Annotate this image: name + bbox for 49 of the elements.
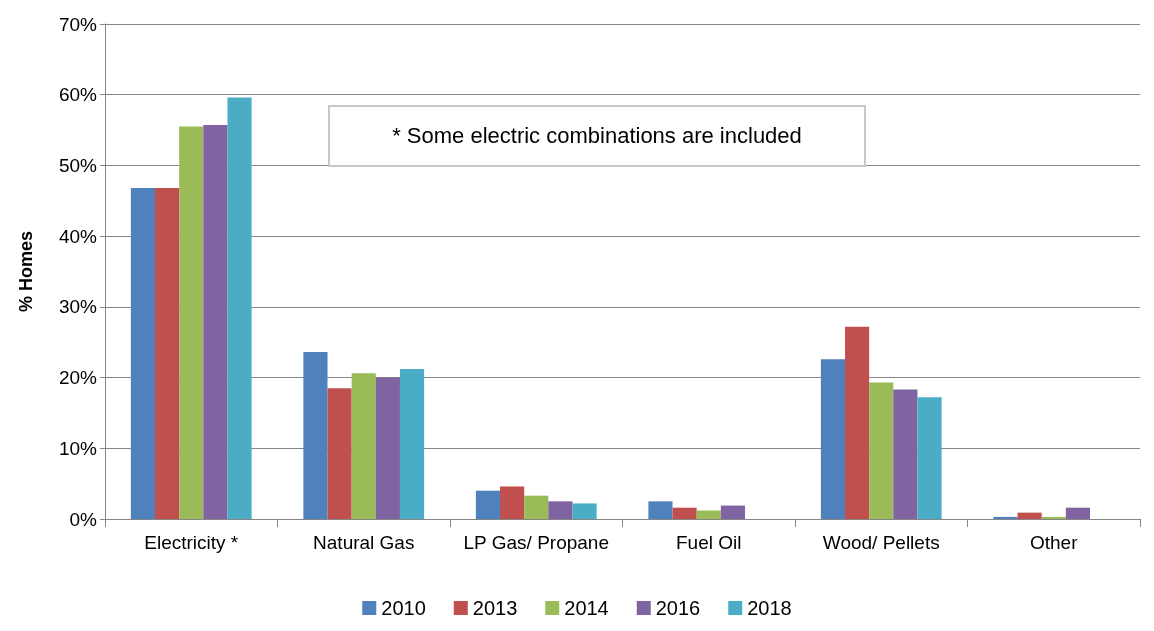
bar: [155, 188, 180, 519]
y-axis-title: % Homes: [16, 230, 36, 313]
legend-label: 2018: [747, 597, 792, 619]
x-tick-label: Fuel Oil: [676, 532, 742, 553]
bar: [327, 388, 352, 519]
y-tick-label: 30%: [58, 296, 98, 318]
bar: [351, 373, 376, 519]
bar: [993, 516, 1018, 519]
bar: [648, 501, 673, 519]
bar: [1041, 516, 1066, 519]
bar: [1017, 512, 1042, 519]
bar: [130, 188, 156, 519]
y-tick-label: 60%: [58, 84, 98, 106]
legend-label: 2013: [472, 597, 518, 619]
bar: [1065, 507, 1090, 519]
x-tick-label: Natural Gas: [313, 532, 415, 553]
x-tick-label: LP Gas/ Propane: [463, 532, 609, 553]
bar: [303, 352, 328, 519]
bar: [672, 507, 697, 519]
x-tick-label: Electricity *: [144, 532, 239, 553]
legend-label: 2016: [655, 597, 701, 619]
bar: [820, 359, 846, 519]
x-tick-label: Wood/ Pellets: [822, 532, 940, 553]
y-tick-label: 20%: [58, 367, 98, 389]
bar: [845, 326, 870, 519]
y-tick-label: 40%: [58, 225, 98, 247]
bar: [500, 486, 525, 519]
bar: [869, 382, 894, 519]
bar: [572, 503, 597, 519]
bar: [375, 377, 400, 519]
bar: [548, 501, 573, 519]
bar: [720, 505, 745, 519]
legend-label: 2010: [381, 597, 426, 619]
bar: [227, 97, 252, 519]
bar: [917, 397, 942, 519]
bar: [893, 389, 918, 519]
legend-label: 2014: [564, 597, 609, 619]
y-tick-label: 70%: [58, 13, 98, 35]
bar: [475, 490, 501, 519]
bar: [399, 369, 425, 519]
bar: [179, 126, 204, 519]
bar: [524, 495, 549, 519]
x-tick-label: Other: [1029, 532, 1079, 553]
y-tick-label: 0%: [69, 508, 98, 530]
y-tick-label: 10%: [58, 437, 98, 459]
y-tick-label: 50%: [58, 154, 98, 176]
bar: [696, 510, 721, 519]
bar: [203, 125, 228, 519]
note-box: * Some electric combinations are included: [328, 105, 866, 167]
